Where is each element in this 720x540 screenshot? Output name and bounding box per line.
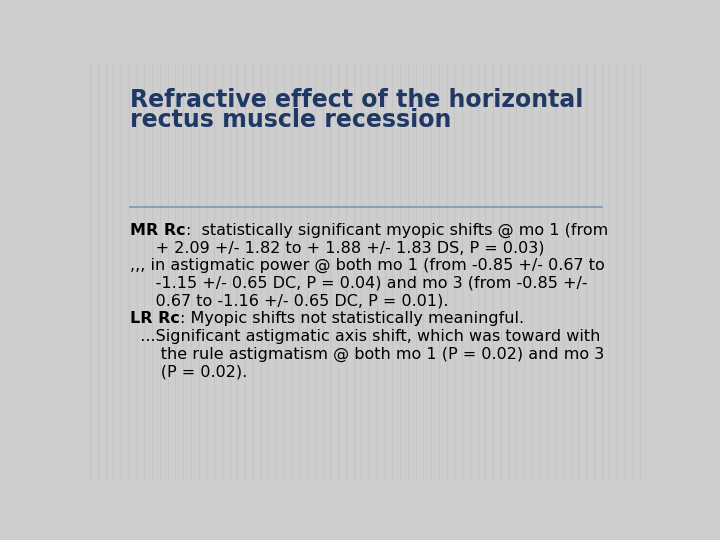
- Text: :  statistically significant myopic shifts @ mo 1 (from: : statistically significant myopic shift…: [186, 222, 608, 238]
- Text: -1.15 +/- 0.65 DC, P = 0.04) and mo 3 (from -0.85 +/-: -1.15 +/- 0.65 DC, P = 0.04) and mo 3 (f…: [130, 276, 588, 291]
- Text: : Myopic shifts not statistically meaningful.: : Myopic shifts not statistically meanin…: [180, 311, 524, 326]
- Text: Refractive effect of the horizontal: Refractive effect of the horizontal: [130, 88, 584, 112]
- Text: rectus muscle recession: rectus muscle recession: [130, 108, 451, 132]
- Text: + 2.09 +/- 1.82 to + 1.88 +/- 1.83 DS, P = 0.03): + 2.09 +/- 1.82 to + 1.88 +/- 1.83 DS, P…: [130, 240, 545, 255]
- Text: MR Rc: MR Rc: [130, 222, 186, 238]
- Text: (P = 0.02).: (P = 0.02).: [130, 364, 248, 379]
- Text: ...Significant astigmatic axis shift, which was toward with: ...Significant astigmatic axis shift, wh…: [130, 329, 600, 344]
- Text: ,,, in astigmatic power @ both mo 1 (from -0.85 +/- 0.67 to: ,,, in astigmatic power @ both mo 1 (fro…: [130, 258, 605, 273]
- Text: 0.67 to -1.16 +/- 0.65 DC, P = 0.01).: 0.67 to -1.16 +/- 0.65 DC, P = 0.01).: [130, 294, 449, 308]
- Text: the rule astigmatism @ both mo 1 (P = 0.02) and mo 3: the rule astigmatism @ both mo 1 (P = 0.…: [130, 347, 605, 362]
- Text: LR Rc: LR Rc: [130, 311, 180, 326]
